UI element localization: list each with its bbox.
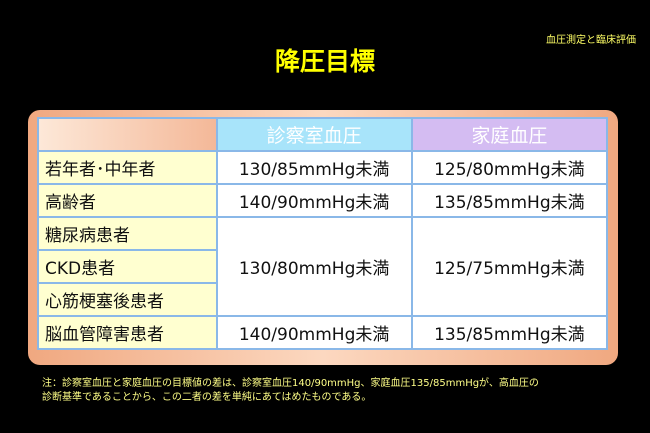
table-row: 若年者･中年者 130/85mmHg未満 125/80mmHg未満 <box>37 150 609 185</box>
home-value: 135/85mmHg未満 <box>410 183 609 218</box>
slide-title: 降圧目標 <box>274 47 375 76</box>
table-row: 脳血管障害患者 140/90mmHg未満 135/85mmHg未満 <box>37 315 609 350</box>
office-value: 130/85mmHg未満 <box>215 150 413 185</box>
row-label: 糖尿病患者 <box>37 216 218 251</box>
footnote: 注：診察室血圧と家庭血圧の目標値の差は、診察室血圧140/90mmHg、家庭血圧… <box>42 377 539 405</box>
row-label: 若年者･中年者 <box>37 150 218 185</box>
table-row: 糖尿病患者 130/80mmHg未満 125/75mmHg未満 <box>37 216 609 317</box>
table-header-row: 診察室血圧 家庭血圧 <box>37 117 609 152</box>
header-office: 診察室血圧 <box>215 117 413 152</box>
home-value-merged: 125/75mmHg未満 <box>410 216 609 317</box>
home-value: 125/80mmHg未満 <box>410 150 609 185</box>
row-label: 高齢者 <box>37 183 218 218</box>
row-label: 心筋梗塞後患者 <box>37 282 218 317</box>
footnote-line: 診断基準であることから、この二者の差を単純にあてはめたものである。 <box>42 392 372 403</box>
table-row: CKD患者 <box>37 249 607 284</box>
bp-target-table: 診察室血圧 家庭血圧 若年者･中年者 130/85mmHg未満 125/80mm… <box>37 117 609 350</box>
header-home: 家庭血圧 <box>410 117 609 152</box>
header-empty <box>37 117 218 152</box>
office-value-merged: 130/80mmHg未満 <box>215 216 413 317</box>
row-label: CKD患者 <box>37 249 218 284</box>
table-row: 心筋梗塞後患者 <box>37 282 607 317</box>
footnote-line: 注：診察室血圧と家庭血圧の目標値の差は、診察室血圧140/90mmHg、家庭血圧… <box>42 378 539 389</box>
row-label: 脳血管障害患者 <box>37 315 218 350</box>
home-value: 135/85mmHg未満 <box>410 315 609 350</box>
slide-section-label: 血圧測定と臨床評価 <box>546 35 636 46</box>
table-panel: 診察室血圧 家庭血圧 若年者･中年者 130/85mmHg未満 125/80mm… <box>28 110 618 365</box>
office-value: 140/90mmHg未満 <box>215 183 413 218</box>
table-row: 高齢者 140/90mmHg未満 135/85mmHg未満 <box>37 183 609 218</box>
office-value: 140/90mmHg未満 <box>215 315 413 350</box>
